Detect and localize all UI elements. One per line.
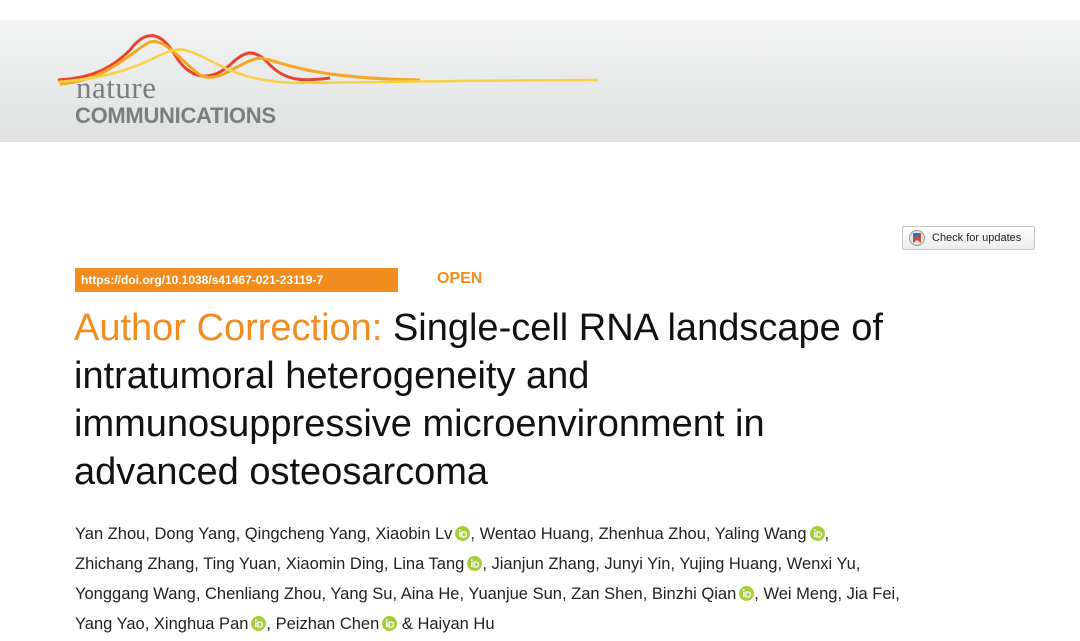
author-name[interactable]: Wei Meng	[763, 585, 838, 603]
crossmark-icon	[909, 230, 925, 246]
author-name[interactable]: Yan Zhou	[75, 525, 146, 543]
author-name[interactable]: Qingcheng Yang	[244, 525, 367, 543]
author-name[interactable]: Yujing Huang	[679, 555, 778, 573]
author-name[interactable]: Binzhi Qian	[651, 585, 737, 603]
title-line: intratumoral heterogeneity and	[74, 352, 883, 400]
title-text: advanced osteosarcoma	[74, 451, 489, 493]
author-name[interactable]: Wentao Huang	[479, 525, 590, 543]
author-separator: ,	[482, 555, 487, 573]
check-updates-label: Check for updates	[932, 232, 1022, 244]
author-separator: ,	[837, 585, 843, 603]
author-separator: ,	[383, 555, 389, 573]
orcid-icon[interactable]	[809, 526, 825, 541]
author-separator: ,	[266, 615, 272, 633]
author-name[interactable]: Yang Su	[330, 585, 393, 603]
title-text: Single-cell RNA landscape of	[392, 307, 883, 349]
author-name[interactable]: Xinghua Pan	[153, 615, 249, 633]
author-name[interactable]: Lina Tang	[393, 555, 465, 573]
author-separator: ,	[642, 585, 648, 603]
author-name[interactable]: Yonggang Wang	[75, 585, 196, 603]
author-name[interactable]: Xiaobin Lv	[375, 525, 453, 543]
author-line: Yang Yao, Xinghua Pan, Peizhan Chen & Ha…	[75, 609, 900, 639]
author-separator: ,	[470, 525, 475, 543]
author-name[interactable]: Ting Yuan	[203, 555, 277, 573]
author-name[interactable]: Wenxi Yu	[786, 555, 856, 573]
orcid-icon[interactable]	[382, 616, 398, 631]
author-line: Yan Zhou, Dong Yang, Qingcheng Yang, Xia…	[75, 519, 900, 549]
author-name[interactable]: Haiyan Hu	[417, 615, 495, 633]
author-name[interactable]: Yang Yao	[75, 615, 145, 633]
author-line: Zhichang Zhang, Ting Yuan, Xiaomin Ding,…	[75, 549, 900, 579]
logo-waves	[57, 34, 599, 86]
title-text: immunosuppressive microenvironment in	[74, 403, 765, 445]
orcid-icon[interactable]	[455, 526, 471, 541]
author-separator: ,	[589, 525, 594, 543]
title-line: immunosuppressive microenvironment in	[74, 400, 883, 448]
author-separator: ,	[595, 555, 600, 573]
author-name[interactable]: Chenliang Zhou	[205, 585, 322, 603]
author-separator: ,	[321, 585, 327, 603]
author-separator: ,	[392, 585, 398, 603]
author-separator: ,	[754, 585, 759, 603]
author-name[interactable]: Junyi Yin	[604, 555, 671, 573]
doi-link[interactable]: https://doi.org/10.1038/s41467-021-23119…	[75, 268, 398, 292]
author-separator: ,	[895, 585, 900, 603]
author-separator: ,	[235, 525, 241, 543]
author-separator: ,	[366, 525, 371, 543]
title-text: intratumoral heterogeneity and	[74, 355, 590, 397]
author-separator: ,	[705, 525, 711, 543]
author-name[interactable]: Zhenhua Zhou	[598, 525, 706, 543]
orcid-icon[interactable]	[251, 616, 267, 631]
author-name[interactable]: Dong Yang	[154, 525, 236, 543]
author-separator: ,	[144, 615, 150, 633]
journal-banner: nature COMMUNICATIONS	[0, 20, 1080, 142]
author-name[interactable]: Jia Fei	[846, 585, 896, 603]
article-title: Author Correction: Single-cell RNA lands…	[74, 304, 883, 496]
open-access-label: OPEN	[437, 270, 483, 287]
author-name[interactable]: Jianjun Zhang	[491, 555, 596, 573]
author-name[interactable]: Yaling Wang	[714, 525, 807, 543]
author-name[interactable]: Zan Shen	[571, 585, 643, 603]
author-name[interactable]: Yuanjue Sun	[468, 585, 562, 603]
journal-name: nature	[76, 70, 157, 105]
title-line: advanced osteosarcoma	[74, 448, 883, 496]
author-separator: ,	[561, 585, 567, 603]
orcid-icon[interactable]	[739, 586, 755, 601]
author-list: Yan Zhou, Dong Yang, Qingcheng Yang, Xia…	[75, 519, 900, 639]
author-separator: ,	[145, 525, 150, 543]
orcid-icon[interactable]	[467, 556, 483, 571]
author-line: Yonggang Wang, Chenliang Zhou, Yang Su, …	[75, 579, 900, 609]
check-updates-button[interactable]: Check for updates	[902, 226, 1035, 250]
author-separator: ,	[824, 525, 830, 543]
author-separator: ,	[194, 555, 199, 573]
author-separator: ,	[195, 585, 201, 603]
journal-name: COMMUNICATIONS	[75, 103, 276, 128]
author-separator: ,	[459, 585, 465, 603]
author-separator: ,	[276, 555, 282, 573]
title-line: Author Correction: Single-cell RNA lands…	[74, 304, 883, 352]
title-prefix: Author Correction:	[74, 307, 383, 349]
author-separator: ,	[670, 555, 676, 573]
author-separator: &	[397, 615, 413, 633]
author-name[interactable]: Peizhan Chen	[275, 615, 380, 633]
author-name[interactable]: Xiaomin Ding	[285, 555, 384, 573]
author-name[interactable]: Aina He	[400, 585, 460, 603]
author-separator: ,	[855, 555, 861, 573]
author-separator: ,	[777, 555, 783, 573]
author-name[interactable]: Zhichang Zhang	[75, 555, 195, 573]
